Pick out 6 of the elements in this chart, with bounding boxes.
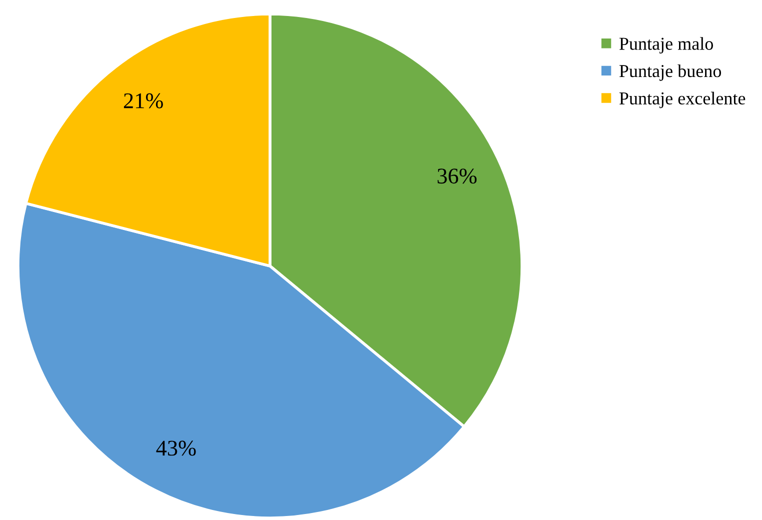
data-label: 21% bbox=[124, 93, 163, 108]
legend-label: Puntaje excelente bbox=[619, 92, 746, 108]
data-label: 43% bbox=[156, 440, 196, 456]
data-label: 36% bbox=[438, 168, 477, 184]
legend-label: Puntaje malo bbox=[619, 37, 713, 54]
legend-label: Puntaje bueno bbox=[619, 64, 722, 81]
